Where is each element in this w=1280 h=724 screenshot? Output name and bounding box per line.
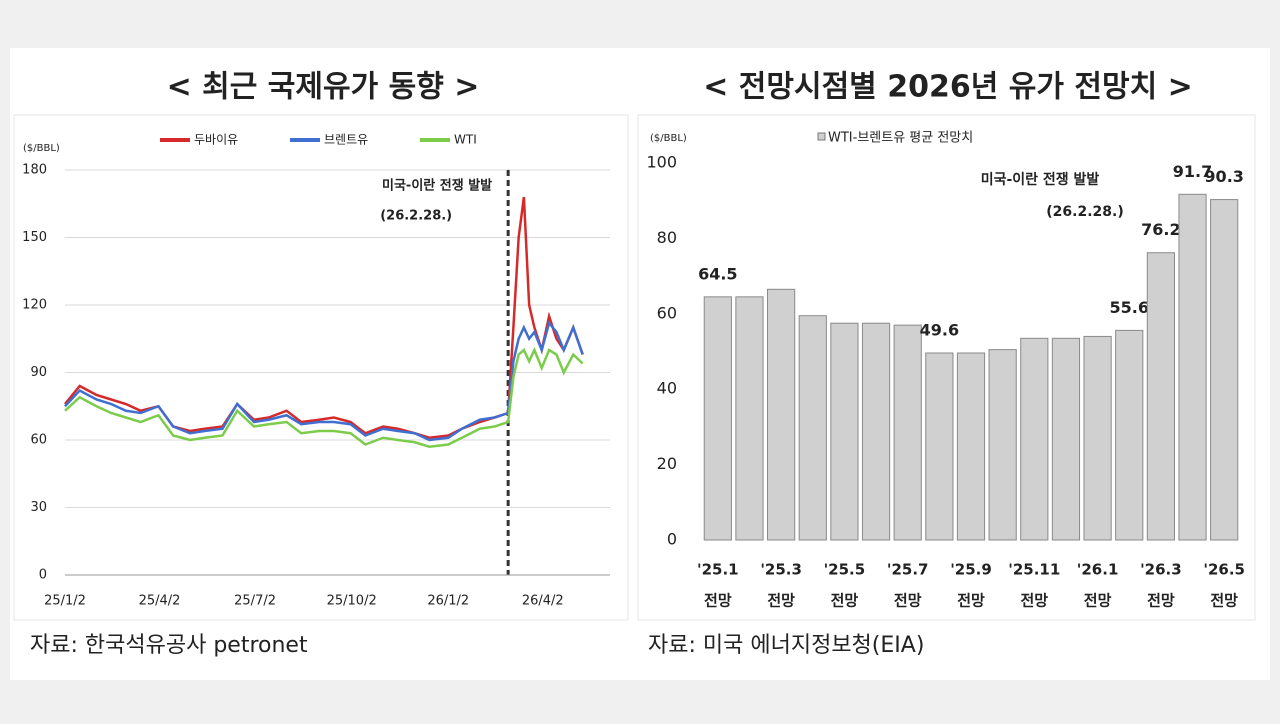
bar [988,349,1017,541]
x-tick-label: 전망 [957,592,985,610]
annotation: (26.2.28.) [1046,204,1123,220]
legend-label: WTI [454,133,477,147]
value-label: 55.6 [1109,298,1148,317]
bar [1210,199,1239,541]
x-tick-label: 25/4/2 [139,594,181,609]
line-series [64,346,584,449]
bar [956,352,986,541]
annotation: 미국-이란 전쟁 발발 [382,178,492,194]
y-tick-label: 0 [667,530,677,549]
bar [861,322,891,541]
x-tick-label: 전망 [767,592,795,610]
bar [830,322,859,541]
bar [1115,329,1144,541]
bar [1083,335,1112,541]
bar [1178,193,1207,541]
bar [703,296,732,541]
legend-label: 두바이유 [194,133,238,147]
value-label: 91.7 [1173,162,1212,181]
line-series [64,320,584,442]
bar [925,352,954,541]
legend-label: 브렌트유 [324,133,368,147]
source-note: 자료: 한국석유공사 petronet [30,633,308,658]
bar [767,288,796,541]
y-tick-label: 180 [22,163,47,178]
x-tick-label: 전망 [704,592,732,610]
x-tick-label: '26.1 [1077,561,1119,579]
y-tick-label: 90 [30,365,47,380]
bar [1146,252,1175,541]
y-tick-label: 40 [657,379,677,398]
legend-label: WTI-브렌트유 평균 전망치 [828,131,973,146]
y-tick-label: 0 [39,568,47,583]
y-tick-label: 60 [30,433,47,448]
y-tick-label: 100 [646,153,677,172]
x-tick-label: 전망 [1147,592,1175,610]
legend-swatch [817,132,826,141]
x-tick-label: 전망 [1020,592,1048,610]
x-tick-label: '26.5 [1203,561,1245,579]
bar [1051,337,1081,541]
annotation: (26.2.28.) [380,209,452,224]
x-tick-label: '25.1 [697,561,739,579]
x-tick-label: 26/4/2 [522,594,564,609]
y-unit: ($/BBL) [650,133,687,144]
chart-title: < 최근 국제유가 동향 > [167,70,480,105]
x-tick-label: 25/10/2 [327,594,377,609]
y-tick-label: 150 [22,230,47,245]
bar [1020,337,1049,541]
bar [893,324,922,541]
y-tick-label: 20 [657,454,677,473]
x-tick-label: '26.3 [1140,561,1182,579]
x-tick-label: 전망 [894,592,922,610]
value-label: 64.5 [698,264,737,283]
bar [798,315,827,541]
x-tick-label: '25.7 [887,561,929,579]
x-tick-label: 25/1/2 [44,594,86,609]
x-tick-label: 전망 [831,592,859,610]
x-tick-label: '25.11 [1008,561,1060,579]
y-tick-label: 60 [657,303,677,322]
annotation: 미국-이란 전쟁 발발 [981,171,1100,188]
x-tick-label: 25/7/2 [234,594,276,609]
y-tick-label: 30 [30,500,47,515]
x-tick-label: '25.9 [950,561,992,579]
x-tick-label: 26/1/2 [427,594,469,609]
bar [735,296,764,541]
value-label: 49.6 [920,321,959,340]
source-note: 자료: 미국 에너지정보청(EIA) [648,633,924,658]
chart-frame [13,114,629,621]
x-tick-label: '25.3 [760,561,802,579]
y-tick-label: 80 [657,228,677,247]
y-unit: ($/BBL) [23,143,60,154]
x-tick-label: 전망 [1084,592,1112,610]
x-tick-label: '25.5 [824,561,866,579]
chart-title: < 전망시점별 2026년 유가 전망치 > [703,70,1193,105]
x-tick-label: 전망 [1210,592,1238,610]
value-label: 90.3 [1204,167,1243,186]
value-label: 76.2 [1141,220,1180,239]
y-tick-label: 120 [22,298,47,313]
